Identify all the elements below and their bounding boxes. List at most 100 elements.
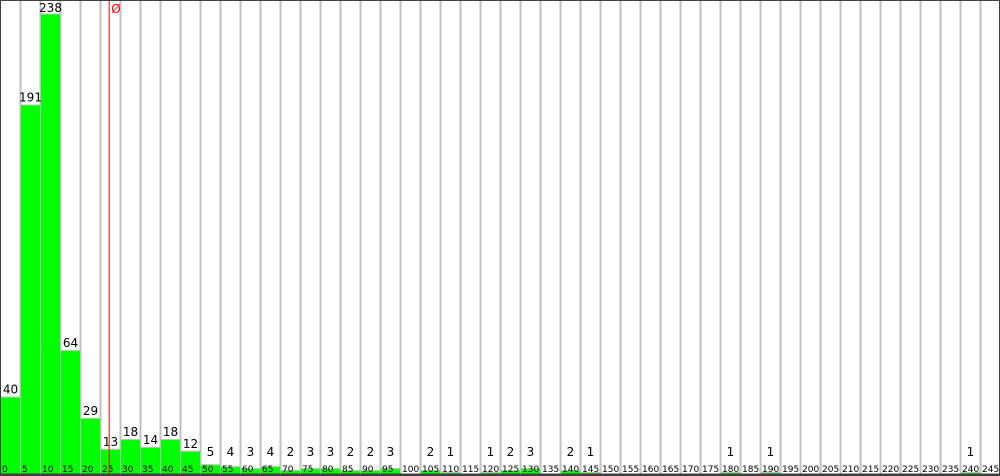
x-tick-label: 150 [602, 465, 619, 475]
x-tick-label: 155 [622, 465, 639, 475]
histogram-bar [1, 396, 20, 474]
bar-value-label: 4 [227, 445, 235, 459]
bar-value-label: 2 [567, 445, 575, 459]
histogram-bar [261, 466, 280, 474]
x-tick-label: 245 [982, 465, 999, 475]
x-tick-label: 95 [382, 465, 393, 475]
bar-value-label: 3 [387, 445, 395, 459]
bar-value-label: 64 [63, 336, 78, 350]
histogram-bar [101, 448, 120, 474]
x-tick-label: 85 [342, 465, 353, 475]
bar-value-label: 18 [163, 425, 178, 439]
histogram-bar [201, 464, 220, 474]
histogram-bar [341, 470, 360, 474]
x-tick-label: 70 [282, 465, 294, 475]
histogram-bar [241, 468, 260, 474]
bar-value-label: 12 [183, 437, 198, 451]
histogram-bar [381, 468, 400, 474]
histogram-bar [421, 470, 440, 474]
x-tick-label: 15 [62, 465, 73, 475]
x-tick-label: 10 [42, 465, 54, 475]
x-tick-label: 60 [242, 465, 254, 475]
bar-value-label: 18 [123, 425, 138, 439]
x-tick-label: 125 [502, 465, 519, 475]
histogram-bar [321, 468, 340, 474]
bar-value-label: 3 [327, 445, 335, 459]
x-tick-label: 195 [782, 465, 799, 475]
x-tick-label: 40 [162, 465, 174, 475]
x-tick-label: 190 [762, 465, 779, 475]
bar-value-label: 3 [247, 445, 255, 459]
bar-value-label: 1 [487, 445, 495, 459]
histogram-bar [501, 470, 520, 474]
x-tick-label: 105 [422, 465, 439, 475]
x-tick-label: 90 [362, 465, 374, 475]
histogram-bar [301, 468, 320, 474]
x-tick-label: 120 [482, 465, 499, 475]
x-tick-label: 130 [522, 465, 539, 475]
histogram-bar [361, 470, 380, 474]
x-tick-label: 185 [742, 465, 759, 475]
bar-value-label: 14 [143, 433, 158, 447]
x-tick-label: 45 [182, 465, 193, 475]
histogram-bar [121, 439, 140, 474]
x-tick-label: 200 [802, 465, 819, 475]
histogram-bar [521, 468, 540, 474]
x-tick-label: 75 [302, 465, 313, 475]
bar-value-label: 2 [367, 445, 375, 459]
x-tick-label: 215 [862, 465, 879, 475]
x-tick-label: 175 [702, 465, 719, 475]
x-tick-label: 225 [902, 465, 919, 475]
bar-value-label: 1 [587, 445, 595, 459]
histogram-bar [21, 104, 40, 474]
histogram-bar [181, 450, 200, 474]
x-tick-label: 35 [142, 465, 153, 475]
x-tick-label: 0 [2, 465, 8, 475]
bar-value-label: 1 [447, 445, 455, 459]
bar-value-label: 1 [967, 445, 975, 459]
x-tick-label: 115 [462, 465, 479, 475]
bar-value-label: 5 [207, 445, 215, 459]
bar-value-label: 29 [83, 404, 98, 418]
histogram-bar [221, 466, 240, 474]
x-tick-label: 230 [922, 465, 939, 475]
bar-value-label: 2 [287, 445, 295, 459]
x-tick-label: 210 [842, 465, 859, 475]
histogram-bar [281, 470, 300, 474]
x-tick-label: 170 [682, 465, 699, 475]
x-tick-label: 220 [882, 465, 899, 475]
bar-value-label: 2 [427, 445, 435, 459]
histogram-bar [561, 470, 580, 474]
bar-value-label: 3 [527, 445, 535, 459]
histogram-bar [41, 13, 60, 475]
x-tick-label: 110 [442, 465, 459, 475]
x-tick-label: 50 [202, 465, 214, 475]
x-tick-label: 65 [262, 465, 273, 475]
x-tick-label: 135 [542, 465, 559, 475]
x-tick-label: 80 [322, 465, 334, 475]
x-tick-label: 165 [662, 465, 679, 475]
bar-value-label: 40 [3, 383, 18, 397]
x-tick-label: 160 [642, 465, 659, 475]
bar-value-label: 2 [507, 445, 515, 459]
x-tick-label: 140 [562, 465, 579, 475]
bar-value-label: 191 [19, 90, 42, 104]
histogram-bar [161, 439, 180, 474]
x-tick-label: 145 [582, 465, 599, 475]
histogram-bar [81, 417, 100, 474]
x-tick-label: 25 [102, 465, 113, 475]
bar-value-label: 2 [347, 445, 355, 459]
bar-value-label: 4 [267, 445, 275, 459]
x-tick-label: 180 [722, 465, 739, 475]
x-tick-label: 240 [962, 465, 979, 475]
bar-value-label: 1 [767, 445, 775, 459]
bar-value-label: 3 [307, 445, 315, 459]
histogram-bar [61, 350, 80, 474]
x-tick-label: 30 [122, 465, 134, 475]
x-tick-label: 20 [82, 465, 94, 475]
x-tick-label: 55 [222, 465, 233, 475]
x-tick-label: 235 [942, 465, 959, 475]
bar-value-label: 238 [39, 1, 62, 15]
histogram-bar [141, 446, 160, 474]
